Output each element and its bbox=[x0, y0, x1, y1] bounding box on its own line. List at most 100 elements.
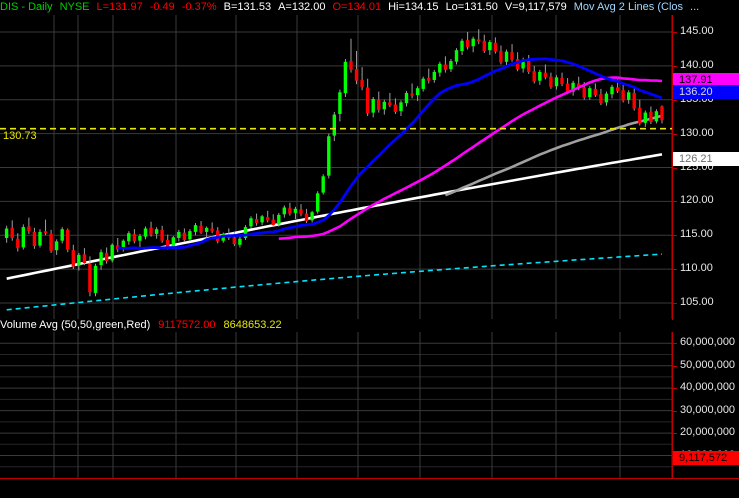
candle-body bbox=[604, 93, 609, 103]
candle-body bbox=[282, 207, 286, 215]
price-chart-pane[interactable]: 130.73 bbox=[0, 15, 672, 320]
candle-body bbox=[304, 213, 309, 222]
candle-body bbox=[488, 42, 492, 51]
date-axis-line bbox=[0, 478, 739, 479]
candle-body bbox=[660, 106, 664, 121]
candle-body bbox=[254, 219, 259, 224]
candle-body bbox=[77, 254, 81, 266]
candle-body bbox=[621, 90, 625, 101]
candle-body bbox=[93, 265, 98, 293]
candle-body bbox=[66, 229, 70, 250]
candle-body bbox=[160, 229, 164, 241]
candle-body bbox=[132, 233, 137, 242]
candle-body bbox=[271, 219, 275, 226]
indicator-label[interactable]: Mov Avg 2 Lines (Clos bbox=[573, 1, 684, 13]
candle-body bbox=[415, 88, 420, 95]
candle-body bbox=[116, 245, 120, 250]
quote-header-bar[interactable]: DIS - Daily NYSE L=131.97 -0.49 -0.37% B=131.… bbox=[0, 0, 739, 15]
date-axis[interactable] bbox=[0, 478, 739, 498]
candle-body bbox=[38, 231, 42, 246]
candle-body bbox=[599, 94, 603, 104]
price-axis-tick bbox=[672, 65, 677, 67]
candle-body bbox=[527, 60, 531, 72]
candle-body bbox=[465, 40, 470, 47]
volume-chart-pane[interactable] bbox=[0, 332, 672, 478]
exchange-label: NYSE bbox=[59, 1, 90, 13]
candle-body bbox=[16, 238, 20, 249]
candle-body bbox=[421, 78, 425, 89]
indicator-overflow-ellipsis[interactable]: ... bbox=[690, 1, 700, 13]
candle-body bbox=[143, 228, 148, 237]
candle-body bbox=[238, 238, 242, 245]
price-axis-tick-label: 120.00 bbox=[680, 194, 714, 207]
candle-body bbox=[4, 228, 9, 238]
symbol-label[interactable]: DIS - Daily bbox=[0, 1, 53, 13]
candle-body bbox=[627, 92, 631, 100]
candle-body bbox=[577, 83, 581, 89]
price-axis-tick-label: 130.00 bbox=[680, 126, 714, 139]
volume-axis-tick-label: 20,000,000 bbox=[680, 426, 736, 439]
candle-body bbox=[316, 193, 320, 212]
price-axis-tick-label: 140.00 bbox=[680, 58, 714, 71]
price-axis-tick-label: 110.00 bbox=[680, 262, 713, 275]
change-percent-label: -0.37% bbox=[181, 1, 217, 13]
candle-body bbox=[460, 40, 464, 51]
candle-body bbox=[154, 229, 159, 234]
price-axis-tick-label: 125.00 bbox=[680, 160, 714, 173]
volume-last-tag[interactable]: 9,117,572 bbox=[673, 450, 739, 465]
white-ma-tag[interactable]: 126.21 bbox=[673, 152, 739, 167]
ask-label: A=132.00 bbox=[278, 1, 326, 13]
candle-body bbox=[565, 83, 570, 93]
candle-body bbox=[515, 59, 520, 70]
candle-body bbox=[615, 87, 620, 91]
price-axis-tick-label: 145.00 bbox=[680, 24, 714, 37]
candle-body bbox=[454, 50, 459, 62]
candle-body bbox=[610, 86, 614, 95]
candle-body bbox=[188, 231, 192, 240]
candle-body bbox=[538, 71, 542, 81]
volume-indicator-legend[interactable]: Volume Avg (50,50,green,Red) 9117572.00 86… bbox=[0, 319, 672, 332]
candle-body bbox=[399, 102, 403, 112]
candle-body bbox=[471, 38, 475, 47]
candle-body bbox=[88, 263, 92, 293]
candle-body bbox=[127, 233, 131, 242]
volume-axis[interactable]: 10,000,00020,000,00030,000,00040,000,000… bbox=[672, 332, 739, 478]
magenta-ma-tag[interactable]: 137.91 bbox=[673, 72, 739, 87]
candle-body bbox=[343, 61, 348, 93]
candle-body bbox=[43, 231, 48, 234]
price-axis-tick bbox=[672, 235, 677, 237]
candle-body bbox=[321, 176, 325, 193]
volume-axis-tick bbox=[672, 410, 677, 412]
blue-ma-tag[interactable]: 136.20 bbox=[673, 84, 739, 99]
price-axis[interactable]: 145.00 140.00 135.00 130.00 125.00 120.00 115.… bbox=[672, 15, 739, 320]
candle-body bbox=[482, 40, 486, 51]
candle-body bbox=[177, 231, 181, 238]
low-label: Lo=131.50 bbox=[445, 1, 498, 13]
volume-axis-tick-label: 40,000,000 bbox=[680, 381, 736, 394]
candle-body bbox=[427, 78, 431, 81]
volume-legend-value-red: 9117572.00 bbox=[158, 319, 216, 331]
candle-body bbox=[99, 252, 103, 266]
price-axis-tick-label: 135.00 bbox=[680, 92, 714, 105]
price-axis-tick bbox=[672, 133, 677, 135]
candle-body bbox=[443, 64, 448, 70]
candle-body bbox=[504, 51, 509, 62]
candle-body bbox=[32, 231, 37, 247]
volume-plot bbox=[0, 332, 672, 478]
candle-body bbox=[266, 217, 270, 221]
candle-body bbox=[49, 233, 53, 251]
candle-body bbox=[649, 111, 653, 123]
candle-body bbox=[149, 227, 153, 235]
candle-body bbox=[410, 93, 414, 96]
candle-body bbox=[249, 218, 253, 227]
price-axis-tick bbox=[672, 167, 677, 169]
volume-legend-title[interactable]: Volume Avg (50,50,green,Red) bbox=[0, 319, 151, 331]
candle-body bbox=[27, 226, 31, 232]
cyan-band-line bbox=[6, 253, 663, 311]
candle-body bbox=[54, 241, 59, 251]
price-axis-tick bbox=[672, 269, 677, 271]
candle-body bbox=[310, 212, 314, 221]
candle-body bbox=[643, 112, 647, 123]
candle-body bbox=[260, 216, 264, 223]
